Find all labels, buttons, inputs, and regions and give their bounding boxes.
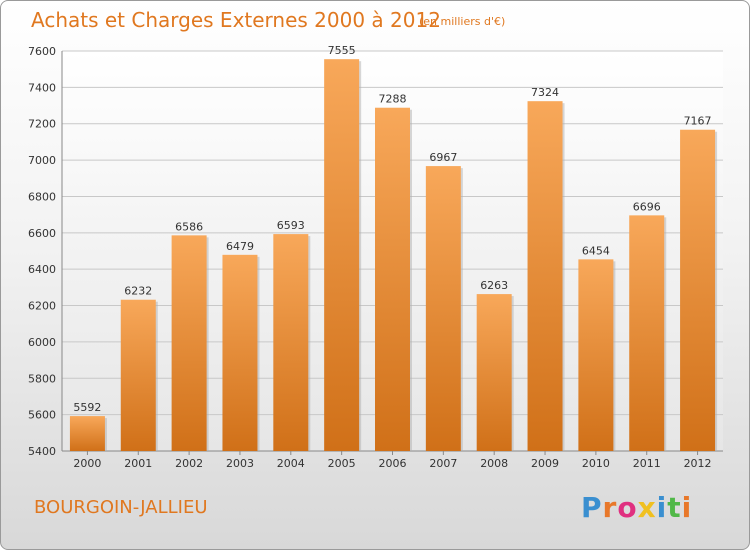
y-tick-label: 6000 xyxy=(28,336,56,349)
x-tick-label: 2010 xyxy=(582,457,610,470)
x-tick-label: 2012 xyxy=(684,457,712,470)
x-tick-label: 2009 xyxy=(531,457,559,470)
data-label: 6232 xyxy=(124,285,152,298)
x-tick-label: 2006 xyxy=(379,457,407,470)
x-tick-label: 2004 xyxy=(277,457,305,470)
data-label: 6586 xyxy=(175,220,203,233)
x-tick-label: 2011 xyxy=(633,457,661,470)
bar xyxy=(629,215,665,451)
bar xyxy=(222,254,258,451)
bar xyxy=(476,294,512,451)
bar xyxy=(120,299,156,451)
logo-letter: i xyxy=(656,491,668,524)
y-tick-label: 7000 xyxy=(28,154,56,167)
x-tick-label: 2005 xyxy=(328,457,356,470)
data-label: 6967 xyxy=(429,151,457,164)
bar xyxy=(578,259,614,451)
y-tick-label: 7600 xyxy=(28,45,56,58)
y-tick-label: 7400 xyxy=(28,81,56,94)
data-label: 7324 xyxy=(531,86,559,99)
logo-letter: i xyxy=(681,491,693,524)
y-tick-label: 5800 xyxy=(28,372,56,385)
location-name: BOURGOIN-JALLIEU xyxy=(34,497,208,518)
x-tick-label: 2007 xyxy=(429,457,457,470)
bar xyxy=(324,59,360,451)
bar xyxy=(527,101,563,451)
data-label: 6263 xyxy=(480,279,508,292)
y-tick-label: 5600 xyxy=(28,409,56,422)
logo-letter: x xyxy=(637,491,657,524)
bar xyxy=(69,416,105,451)
logo-letter: t xyxy=(667,491,682,524)
data-label: 6593 xyxy=(277,219,305,232)
data-label: 7555 xyxy=(328,44,356,57)
logo-letter: o xyxy=(617,491,638,524)
data-label: 7167 xyxy=(684,115,712,128)
data-label: 6696 xyxy=(633,200,661,213)
bar xyxy=(171,235,207,451)
x-tick-label: 2000 xyxy=(73,457,101,470)
y-tick-label: 6200 xyxy=(28,300,56,313)
bar xyxy=(680,129,716,451)
y-tick-label: 6600 xyxy=(28,227,56,240)
y-tick-label: 6400 xyxy=(28,263,56,276)
data-label: 5592 xyxy=(73,401,101,414)
bar xyxy=(375,107,410,452)
bar xyxy=(273,234,309,451)
x-tick-label: 2008 xyxy=(480,457,508,470)
data-label: 7288 xyxy=(379,93,407,106)
chart-subtitle: (en milliers d'€) xyxy=(419,15,506,28)
y-tick-label: 6800 xyxy=(28,190,56,203)
logo-letter: P xyxy=(581,491,603,524)
data-label: 6479 xyxy=(226,240,254,253)
x-tick-label: 2002 xyxy=(175,457,203,470)
x-tick-label: 2003 xyxy=(226,457,254,470)
x-tick-label: 2001 xyxy=(124,457,152,470)
chart-title: Achats et Charges Externes 2000 à 2012 xyxy=(31,8,441,32)
logo-letter: r xyxy=(602,491,618,524)
data-label: 6454 xyxy=(582,244,610,257)
y-tick-label: 7200 xyxy=(28,118,56,131)
proxiti-logo: Proxiti xyxy=(581,491,692,524)
y-tick-label: 5400 xyxy=(28,445,56,458)
bar xyxy=(425,166,461,451)
